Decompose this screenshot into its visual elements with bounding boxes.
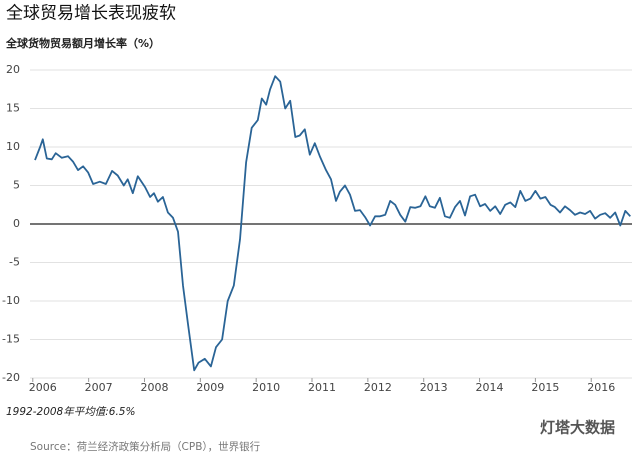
x-tick-label: 2007 [85,381,113,394]
x-tick-label: 2013 [420,381,448,394]
x-tick-label: 2009 [196,381,224,394]
y-tick-label: -20 [2,371,20,384]
note: 1992-2008年平均值:6.5% [6,406,135,418]
y-tick-label: 20 [6,63,20,76]
chart-title: 全球贸易增长表现疲软 [6,4,176,24]
x-tick-label: 2015 [531,381,559,394]
y-tick-label: -15 [2,333,20,346]
y-tick-label: 15 [6,102,20,115]
x-tick-label: 2010 [252,381,280,394]
x-tick-label: 2016 [587,381,615,394]
y-tick-label: 10 [6,140,20,153]
y-tick-label: -10 [2,294,20,307]
watermark: 灯塔大数据 [540,419,615,437]
x-tick-label: 2011 [308,381,336,394]
source: Source：荷兰经济政策分析局（CPB），世界银行 [30,440,261,453]
x-tick-label: 2006 [29,381,57,394]
y-tick-label: -5 [9,256,20,269]
x-tick-label: 2014 [476,381,504,394]
chart-subtitle: 全球货物贸易额月增长率（%） [5,36,160,50]
y-tick-label: 0 [13,217,20,230]
data-line [34,75,631,372]
y-tick-label: 5 [13,179,20,192]
x-tick-label: 2012 [364,381,392,394]
x-tick-label: 2008 [140,381,168,394]
